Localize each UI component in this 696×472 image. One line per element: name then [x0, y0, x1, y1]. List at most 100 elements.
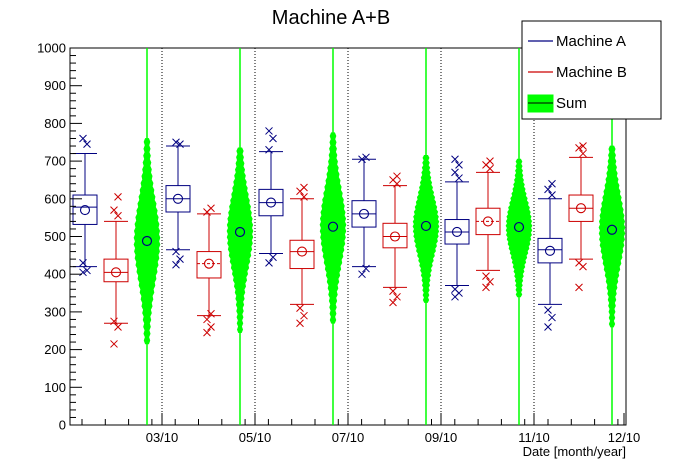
outlier-marker	[203, 328, 211, 337]
outlier-marker	[451, 168, 459, 177]
y-tick-label: 500	[44, 229, 66, 244]
mean-marker	[172, 193, 184, 204]
outlier-marker	[296, 304, 304, 312]
outlier-marker	[269, 253, 277, 262]
mean-marker	[203, 258, 215, 269]
box-body	[537, 237, 563, 264]
outlier-marker	[114, 211, 122, 220]
x-axis-title: Date [month/year]	[523, 444, 626, 459]
outlier-marker	[362, 264, 370, 273]
outlier-marker	[265, 127, 273, 135]
outlier-marker	[203, 315, 211, 324]
y-tick-label: 300	[44, 304, 66, 319]
box-plot	[103, 193, 129, 348]
box-body	[289, 239, 315, 270]
sum-mean-marker	[513, 221, 525, 233]
sum-distributions	[133, 48, 626, 425]
sum-distribution	[226, 147, 254, 333]
outlier-marker	[389, 298, 397, 307]
legend: Machine A Machine B Sum	[521, 20, 662, 120]
y-tick-label: 400	[44, 267, 66, 282]
outlier-marker	[79, 134, 87, 143]
sum-mean-marker	[141, 235, 153, 247]
x-tick-label: 11/10	[518, 430, 550, 445]
outlier-marker	[172, 138, 180, 147]
sum-mean-marker	[606, 224, 618, 235]
x-tick-label: 12/10	[608, 430, 641, 445]
box-plot	[537, 179, 563, 331]
x-tick-label: 03/10	[146, 430, 179, 445]
box-plot	[351, 153, 377, 279]
outlier-marker	[83, 266, 91, 275]
outlier-marker	[579, 142, 587, 150]
sum-distribution	[412, 155, 440, 303]
outlier-marker	[172, 247, 180, 256]
mean-marker	[389, 231, 401, 242]
box-body	[382, 222, 408, 249]
mean-marker	[575, 203, 587, 214]
outlier-marker	[110, 340, 118, 348]
outlier-marker	[575, 259, 583, 267]
outlier-marker	[300, 193, 308, 201]
mean-marker	[265, 197, 277, 208]
outlier-marker	[296, 319, 304, 328]
y-tick-label: 700	[44, 154, 66, 169]
outlier-marker	[114, 193, 122, 201]
x-axis: 03/10 05/10 07/10 09/10 11/10 12/10	[81, 413, 641, 445]
outlier-marker	[451, 155, 459, 164]
outlier-marker	[110, 317, 118, 326]
mean-marker	[79, 205, 91, 216]
outlier-marker	[455, 174, 463, 182]
outlier-marker	[300, 183, 308, 192]
outlier-marker	[172, 260, 180, 269]
legend-label: Machine B	[556, 64, 627, 81]
y-tick-label: 800	[44, 116, 66, 131]
box-plot	[568, 142, 594, 292]
outlier-marker	[544, 306, 552, 314]
box-plot	[475, 157, 501, 292]
x-tick-label: 09/10	[425, 430, 458, 445]
x-tick-label: 05/10	[239, 430, 272, 445]
sum-distribution	[319, 132, 347, 324]
y-tick-label: 1000	[37, 41, 66, 56]
outlier-marker	[579, 149, 587, 158]
outlier-marker	[265, 145, 273, 154]
box-body	[196, 251, 222, 279]
outlier-marker	[486, 157, 494, 165]
outlier-marker	[207, 309, 215, 318]
period-separators	[161, 48, 535, 425]
y-tick-label: 0	[59, 418, 66, 433]
legend-label: Sum	[556, 95, 587, 112]
outlier-marker	[393, 172, 401, 181]
outlier-marker	[393, 292, 401, 301]
outlier-marker	[79, 259, 87, 267]
y-tick-label: 600	[44, 191, 66, 206]
box-plot	[382, 172, 408, 307]
sum-mean-marker	[327, 221, 339, 232]
outlier-marker	[207, 204, 215, 213]
outlier-marker	[486, 277, 494, 286]
outlier-marker	[575, 144, 583, 152]
outlier-marker	[575, 283, 583, 292]
box-plot	[165, 138, 191, 269]
outlier-marker	[451, 285, 459, 294]
outlier-marker	[207, 323, 215, 331]
outlier-marker	[110, 206, 118, 214]
box-plot	[72, 134, 98, 277]
sum-mean-marker	[420, 220, 432, 232]
outlier-marker	[114, 323, 122, 331]
box-plot	[258, 127, 284, 267]
outlier-marker	[482, 283, 490, 292]
outlier-marker	[482, 272, 490, 280]
box-body	[103, 258, 129, 283]
outlier-marker	[544, 323, 552, 331]
sum-distribution	[505, 158, 533, 298]
box-plot	[289, 183, 315, 328]
mean-marker	[358, 208, 370, 219]
y-tick-label: 200	[44, 342, 66, 357]
outlier-marker	[265, 259, 273, 267]
box-plot	[196, 204, 222, 337]
outlier-marker	[548, 179, 556, 188]
box-body	[72, 194, 98, 225]
